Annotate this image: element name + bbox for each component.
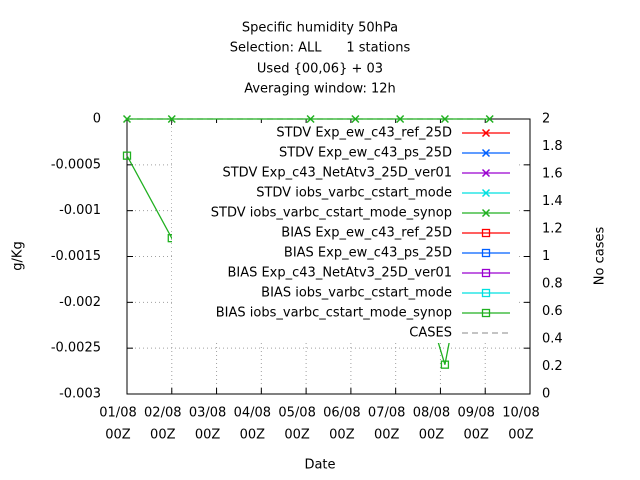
y2-tick-label: 0.4 <box>542 332 563 347</box>
x-tick-label: 00Z <box>150 428 176 443</box>
marker <box>167 114 176 124</box>
y2-tick-label: 1.6 <box>542 167 563 182</box>
legend-marker <box>481 248 491 258</box>
legend-label: STDV Exp_ew_c43_ref_25D <box>276 126 452 141</box>
x-tick-label: 00Z <box>195 428 221 443</box>
y2-tick-label: 1.4 <box>542 194 563 209</box>
y-axis-label: g/Kg <box>11 241 26 270</box>
y-tick-label: -0.001 <box>59 203 101 218</box>
marker <box>351 114 360 124</box>
x-tick-label: 00Z <box>284 428 310 443</box>
legend-label: BIAS Exp_ew_c43_ref_25D <box>281 226 452 241</box>
legend-label: CASES <box>409 326 452 341</box>
legend-marker <box>481 288 491 298</box>
chart-title: Specific humidity 50hPa <box>242 21 398 36</box>
legend-label: STDV Exp_ew_c43_ps_25D <box>279 146 452 161</box>
x-tick-label: 00Z <box>105 428 131 443</box>
legend-marker <box>481 308 491 318</box>
legend-label: BIAS Exp_c43_NetAtv3_25D_ver01 <box>227 266 452 281</box>
chart-title: Used {00,06} + 03 <box>257 62 383 77</box>
legend-marker <box>481 208 491 218</box>
x-tick-label: 03/08 <box>189 406 226 421</box>
y2-tick-label: 0.2 <box>542 359 563 374</box>
x-tick-label: 06/08 <box>323 406 360 421</box>
x-tick-label: 04/08 <box>234 406 271 421</box>
x-tick-label: 00Z <box>463 428 489 443</box>
marker <box>440 114 449 124</box>
legend-marker <box>481 128 491 138</box>
y-tick-label: -0.002 <box>59 295 101 310</box>
y-tick-label: -0.003 <box>59 387 101 402</box>
x-tick-label: 00Z <box>419 428 445 443</box>
legend-marker <box>481 168 491 178</box>
y2-tick-label: 1.8 <box>542 139 563 154</box>
legend-label: STDV iobs_varbc_cstart_mode_synop <box>211 206 452 221</box>
y2-tick-label: 0 <box>542 387 550 402</box>
x-tick-label: 00Z <box>374 428 400 443</box>
y2-tick-label: 1 <box>542 249 550 264</box>
chart-title: Averaging window: 12h <box>244 82 396 97</box>
x-axis-label: Date <box>304 458 335 473</box>
y-tick-label: -0.0005 <box>51 157 101 172</box>
legend-marker <box>481 228 491 238</box>
marker <box>122 114 132 124</box>
marker <box>485 114 494 124</box>
y2-axis-label: No cases <box>593 227 608 286</box>
x-tick-label: 00Z <box>329 428 355 443</box>
y2-tick-label: 0.6 <box>542 304 563 319</box>
marker <box>396 114 405 124</box>
y2-tick-label: 1.2 <box>542 222 563 237</box>
y-tick-label: 0 <box>93 112 101 127</box>
chart-title: Selection: ALL 1 stations <box>230 41 411 56</box>
legend-label: STDV Exp_c43_NetAtv3_25D_ver01 <box>222 166 452 181</box>
legend-marker <box>481 148 491 158</box>
x-tick-label: 07/08 <box>368 406 405 421</box>
legend-label: BIAS Exp_ew_c43_ps_25D <box>284 246 452 261</box>
legend-marker <box>481 188 491 198</box>
x-tick-label: 05/08 <box>278 406 315 421</box>
y2-tick-label: 0.8 <box>542 277 563 292</box>
x-tick-label: 00Z <box>240 428 266 443</box>
legend-marker <box>481 268 491 278</box>
legend-label: BIAS iobs_varbc_cstart_mode <box>261 286 452 301</box>
marker <box>122 151 132 160</box>
legend-label: STDV iobs_varbc_cstart_mode <box>256 186 452 201</box>
y-tick-label: -0.0025 <box>51 341 101 356</box>
x-tick-label: 02/08 <box>144 406 181 421</box>
x-tick-label: 09/08 <box>457 406 494 421</box>
y-tick-label: -0.0015 <box>51 249 101 264</box>
x-tick-label: 10/08 <box>502 406 539 421</box>
legend-label: BIAS iobs_varbc_cstart_mode_synop <box>216 306 452 321</box>
x-tick-label: 00Z <box>508 428 534 443</box>
marker <box>306 114 315 124</box>
x-tick-label: 01/08 <box>99 406 136 421</box>
x-tick-label: 08/08 <box>413 406 450 421</box>
y2-tick-label: 2 <box>542 112 550 127</box>
marker <box>440 360 450 369</box>
legend-background <box>172 123 516 343</box>
